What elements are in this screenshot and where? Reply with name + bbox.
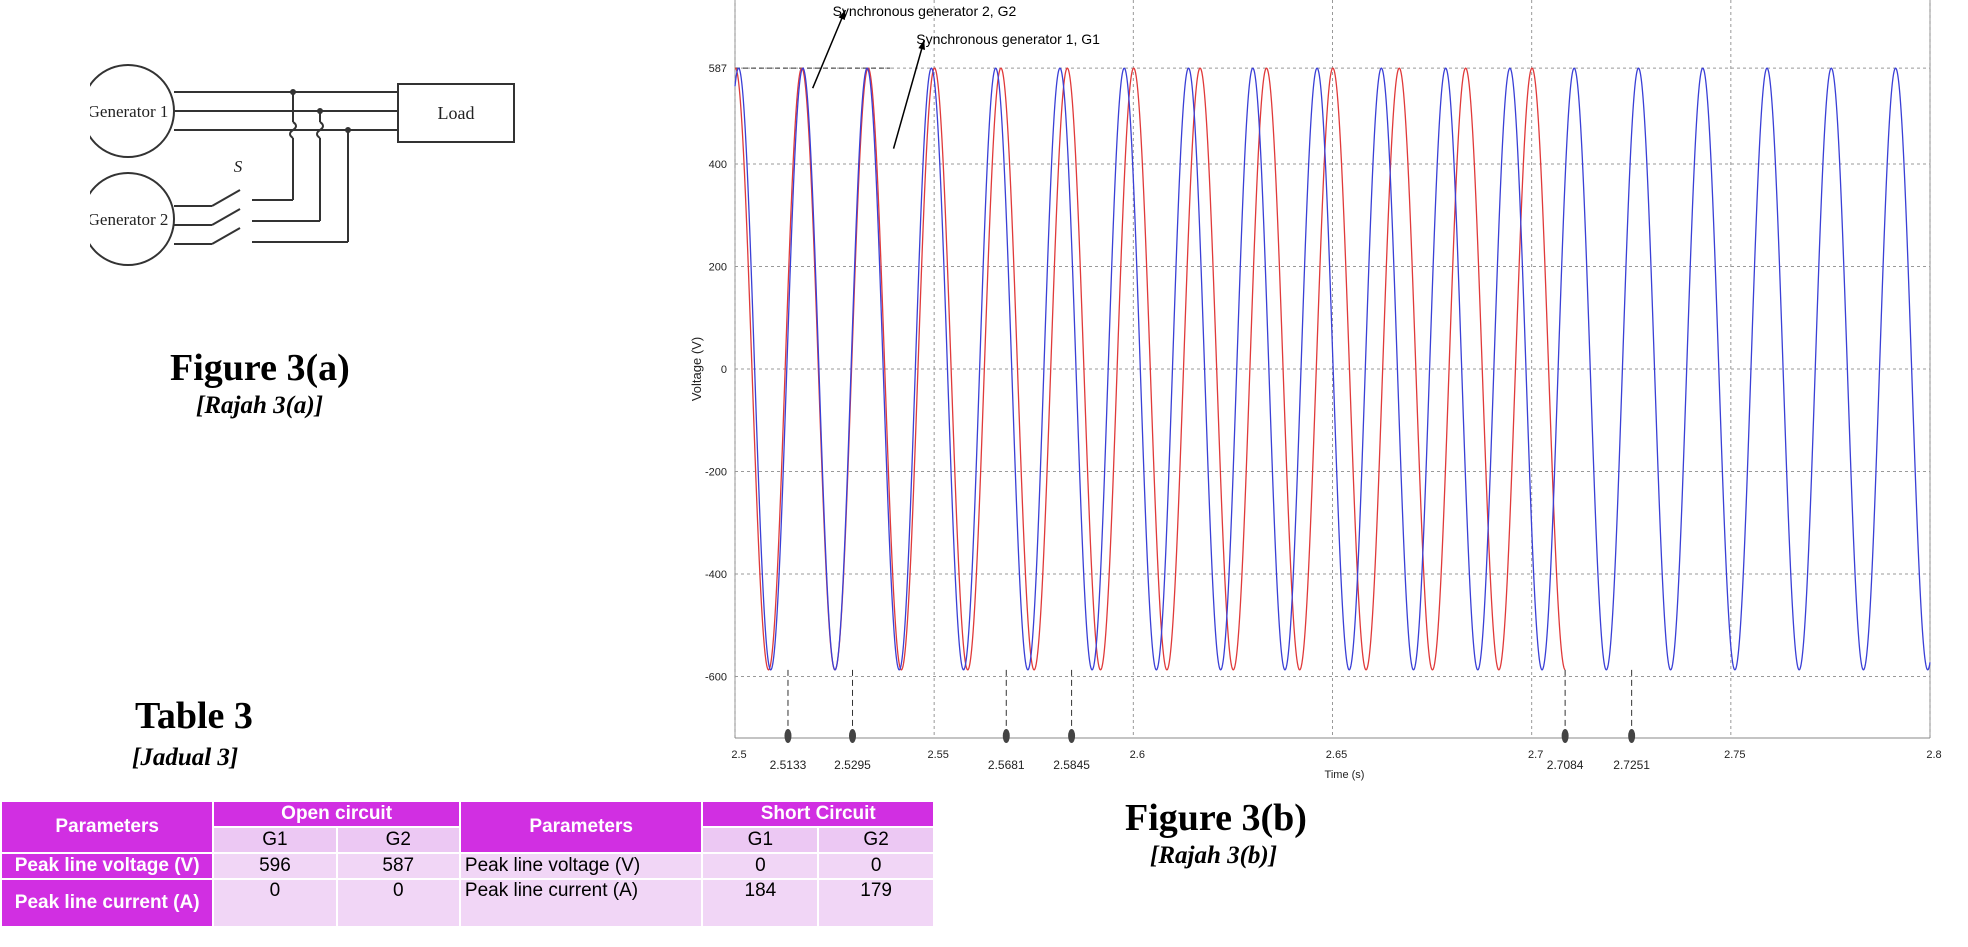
open-circuit-header: Open circuit [212,800,461,828]
x-tick-label: 2.6 [1130,749,1145,761]
table-cell: 179 [817,878,935,928]
table-cell: 0 [212,878,338,928]
y-tick-label: -200 [705,467,727,479]
table-cell: 596 [212,852,338,880]
generator-2-symbol [90,172,175,266]
y-axis-label: Voltage (V) [689,337,704,401]
table-cell: 0 [335,878,461,928]
figure-3b-title: Figure 3(b) [1125,797,1307,839]
marker-label: 2.7084 [1547,758,1584,772]
table-cell: 184 [701,878,820,928]
table-subheader-row: G1 G2 G1 G2 [1,826,935,854]
marker-label: 2.5681 [988,758,1025,772]
y-tick-label: -600 [705,672,727,684]
y-tick-label: -400 [705,569,727,581]
y-tick-label: 587 [709,63,727,75]
marker-label: 2.5845 [1053,758,1090,772]
series-g1-line [734,67,1931,671]
switch-label: S [234,157,243,176]
annotation-arrowhead [918,40,925,50]
marker-dot [1068,729,1076,743]
y-tick-label: 200 [709,262,727,274]
marker-dot [1561,729,1569,743]
marker-dot [849,729,857,743]
short-g2-header: G2 [817,826,935,854]
row-label: Peak line voltage (V) [458,852,704,880]
table-cell: 0 [817,852,935,880]
x-tick-label: 2.75 [1724,749,1745,761]
series-g2-line [734,67,1566,671]
load-box [397,83,515,143]
table-row: Peak line voltage (V) 596 587 Peak line … [0,852,935,880]
y-tick-label: 400 [709,159,727,171]
table-3-subtitle: [Jadual 3] [132,744,239,771]
marker-dot [784,729,792,743]
parameters-table: Parameters Open circuit Parameters Short… [0,800,935,928]
marker-dot [1002,729,1010,743]
x-tick-label: 2.65 [1326,749,1347,761]
table-cell: 587 [335,852,461,880]
short-circuit-header: Short Circuit [701,800,935,828]
figure-3b-subtitle: [Rajah 3(b)] [1150,842,1278,869]
table-3-title: Table 3 [135,695,253,737]
table-row: Peak line current (A) 0 0 Peak line curr… [0,878,935,928]
figure-3a-subtitle: [Rajah 3(a)] [196,392,324,419]
annotation-arrowhead [838,10,846,20]
short-g1-header: G1 [701,826,820,854]
x-tick-label: 2.55 [927,749,948,761]
annotation-g1-label: Synchronous generator 1, G1 [916,31,1100,47]
annotation-arrow [811,9,847,89]
row-label: Peak line current (A) [458,878,704,928]
params-header-right: Parameters [458,800,704,854]
open-g2-header: G2 [335,826,461,854]
annotation-g2-label: Synchronous generator 2, G2 [833,3,1017,19]
load-label: Load [438,103,475,123]
table-cell: 0 [701,852,820,880]
open-g1-header: G1 [212,826,338,854]
x-tick-label: 2.7 [1528,749,1543,761]
marker-label: 2.5133 [770,758,807,772]
row-label: Peak line current (A) [0,878,215,928]
x-tick-label: 2.8 [1926,749,1941,761]
table-header-row: Parameters Open circuit Parameters Short… [0,800,935,854]
marker-label: 2.5295 [834,758,871,772]
annotation-arrow [892,39,925,149]
row-label: Peak line voltage (V) [0,852,215,880]
x-axis-label: Time (s) [1325,769,1365,781]
circuit-diagram: Generator 1 Generator 2 Load S [90,64,515,266]
params-header-left: Parameters [0,800,215,854]
generator-1-label: Generator 1 [90,102,168,121]
marker-label: 2.7251 [1613,758,1650,772]
generator-2-label: Generator 2 [90,210,168,229]
x-tick-label: 2.5 [731,749,746,761]
y-tick-label: 0 [721,364,727,376]
marker-dot [1628,729,1636,743]
figure-3a-title: Figure 3(a) [170,347,350,389]
